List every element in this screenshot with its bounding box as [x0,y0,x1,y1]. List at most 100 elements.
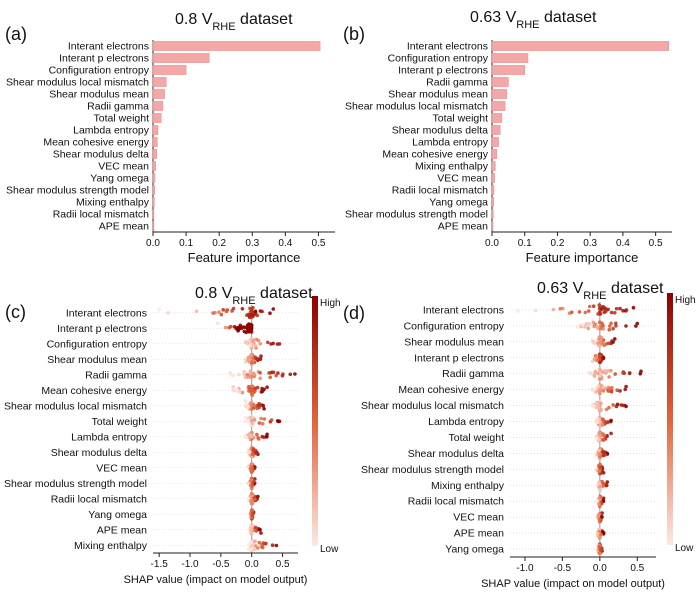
shap-point [598,354,602,359]
shap-point [275,419,280,423]
feature-label: APE mean [454,528,504,540]
shap-point [615,402,620,407]
shap-point [262,387,266,392]
bar-12 [491,185,495,195]
shap-point [604,309,608,314]
colorbar-low-label: Low [675,543,694,554]
shap-point [597,403,602,407]
feature-label: Shear modulus mean [47,354,147,366]
shap-point [255,313,259,318]
category-label: Configuration entropy [49,65,150,77]
shap-point [237,372,241,377]
panel-label: (c) [5,302,26,322]
x-tick-label: -1.5 [151,559,169,570]
shap-point [594,354,598,358]
panel-label: (a) [5,24,27,44]
colorbar [312,296,318,546]
panel-title: 0.8 VRHE dataset [195,285,313,307]
bar-14 [152,209,155,219]
category-label: Shear modulus local mismatch [345,101,488,113]
shap-point [580,323,585,327]
shap-point [590,403,595,408]
shap-point [243,375,248,380]
x-tick-label: 0.5 [649,238,663,249]
x-tick-label: 0.0 [593,563,607,574]
feature-label: Shear modulus strength model [361,464,504,476]
shap-point [229,372,234,377]
shap-point [253,525,258,530]
feature-label: Yang omega [445,544,504,556]
shap-point [250,452,255,457]
category-label: Interant p electrons [59,53,149,65]
panel-label: (d) [343,303,365,323]
category-label: Shear modulus delta [53,149,149,161]
shap-point [224,309,229,314]
shap-point [250,388,254,393]
shap-point [254,344,258,348]
x-tick-label: 0.0 [146,238,160,249]
bar-6 [152,113,162,123]
shap-point [624,384,628,389]
shap-point [248,375,253,380]
feature-label: Radii local mismatch [408,496,504,508]
shap-point [597,481,601,486]
shap-point [216,321,220,326]
category-label: Shear modulus mean [388,89,488,101]
category-label: Total weight [433,113,489,125]
shap-point [242,369,246,374]
category-label: Radii gamma [426,77,488,89]
shap-point [598,312,602,316]
shap-point [605,480,610,484]
colorbar [667,293,673,545]
bar-2 [491,65,525,75]
shap-point [609,321,613,326]
shap-point [606,385,611,390]
shap-point [618,389,622,393]
shap-point [599,326,603,331]
feature-label: Shear modulus mean [404,336,504,348]
shap-point [613,372,617,376]
category-label: Lambda entropy [412,137,489,149]
shap-point [258,371,262,375]
shap-point [248,328,252,333]
shap-point [235,326,240,330]
feature-label: Interant p electrons [414,352,504,364]
feature-label: Lambda entropy [428,416,505,428]
shap-point [221,308,225,312]
shap-point [533,308,538,313]
shap-point [251,359,256,363]
shap-point [607,375,611,379]
shap-point [586,309,591,313]
shap-point [631,305,636,310]
shap-point [253,544,258,548]
shap-point [271,341,276,346]
shap-point [247,434,252,439]
category-label: Shear modulus delta [392,125,488,137]
category-label: Shear modulus strength model [345,209,488,221]
shap-point [598,484,602,489]
shap-point [588,371,593,375]
shap-point [592,324,596,329]
shap-point [592,388,596,392]
shap-point [258,341,263,346]
shap-point [252,539,256,543]
shap-point [255,432,259,437]
x-tick-label: 0.3 [245,238,259,249]
shap-point [249,523,254,528]
shap-point [265,435,269,439]
shap-point [194,309,199,314]
x-tick-label: 0.2 [551,238,565,249]
shap-point [598,544,602,549]
category-label: APE mean [438,221,488,233]
shap-point [619,403,624,407]
shap-point [249,353,254,357]
shap-point [586,326,591,331]
shap-point [583,325,587,329]
panel-title: 0.63 VRHE dataset [537,280,664,302]
shap-point [605,420,610,425]
shap-point [280,373,285,378]
x-tick-label: 0.0 [245,559,259,570]
shap-point [591,304,596,309]
shap-point [601,432,605,436]
category-label: Shear modulus local mismatch [6,77,149,89]
